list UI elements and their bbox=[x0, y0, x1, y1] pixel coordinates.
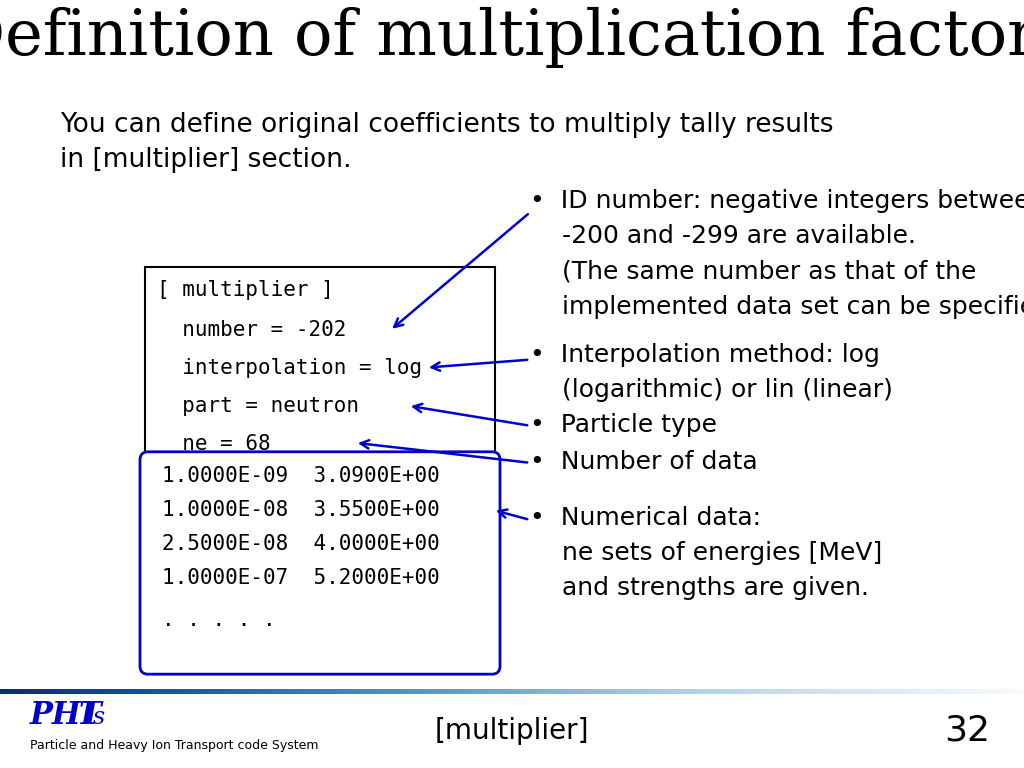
Text: in [multiplier] section.: in [multiplier] section. bbox=[60, 147, 351, 174]
Text: 1.0000E-07  5.2000E+00: 1.0000E-07 5.2000E+00 bbox=[162, 568, 439, 588]
Text: PHI: PHI bbox=[30, 700, 96, 731]
Text: Definition of multiplication factors: Definition of multiplication factors bbox=[0, 7, 1024, 68]
Text: number = -202: number = -202 bbox=[157, 319, 346, 339]
Text: -200 and -299 are available.: -200 and -299 are available. bbox=[530, 224, 916, 248]
Text: •  Number of data: • Number of data bbox=[530, 450, 758, 474]
Text: T: T bbox=[79, 700, 101, 731]
FancyBboxPatch shape bbox=[140, 452, 500, 674]
Text: •  Numerical data:: • Numerical data: bbox=[530, 506, 761, 530]
Text: 1.0000E-09  3.0900E+00: 1.0000E-09 3.0900E+00 bbox=[162, 466, 439, 486]
Text: ne sets of energies [MeV]: ne sets of energies [MeV] bbox=[530, 541, 883, 565]
Text: [multiplier]: [multiplier] bbox=[435, 717, 589, 745]
Text: implemented data set can be specified.): implemented data set can be specified.) bbox=[530, 294, 1024, 319]
Text: interpolation = log: interpolation = log bbox=[157, 358, 422, 378]
Text: 2.5000E-08  4.0000E+00: 2.5000E-08 4.0000E+00 bbox=[162, 534, 439, 554]
Text: s: s bbox=[93, 706, 105, 729]
Text: ne = 68: ne = 68 bbox=[157, 434, 270, 454]
Text: (logarithmic) or lin (linear): (logarithmic) or lin (linear) bbox=[530, 378, 893, 402]
Text: 1.0000E-08  3.5500E+00: 1.0000E-08 3.5500E+00 bbox=[162, 500, 439, 520]
Text: [ multiplier ]: [ multiplier ] bbox=[157, 280, 334, 300]
Text: . . . . .: . . . . . bbox=[162, 610, 275, 630]
Text: •  Interpolation method: log: • Interpolation method: log bbox=[530, 343, 880, 366]
Text: You can define original coefficients to multiply tally results: You can define original coefficients to … bbox=[60, 112, 834, 138]
Text: 32: 32 bbox=[944, 713, 990, 748]
FancyBboxPatch shape bbox=[145, 267, 495, 670]
Text: •  Particle type: • Particle type bbox=[530, 412, 717, 437]
Text: •  ID number: negative integers between: • ID number: negative integers between bbox=[530, 190, 1024, 214]
Text: and strengths are given.: and strengths are given. bbox=[530, 576, 869, 600]
Text: part = neutron: part = neutron bbox=[157, 396, 359, 415]
Text: (The same number as that of the: (The same number as that of the bbox=[530, 260, 976, 283]
Text: Particle and Heavy Ion Transport code System: Particle and Heavy Ion Transport code Sy… bbox=[30, 740, 318, 753]
